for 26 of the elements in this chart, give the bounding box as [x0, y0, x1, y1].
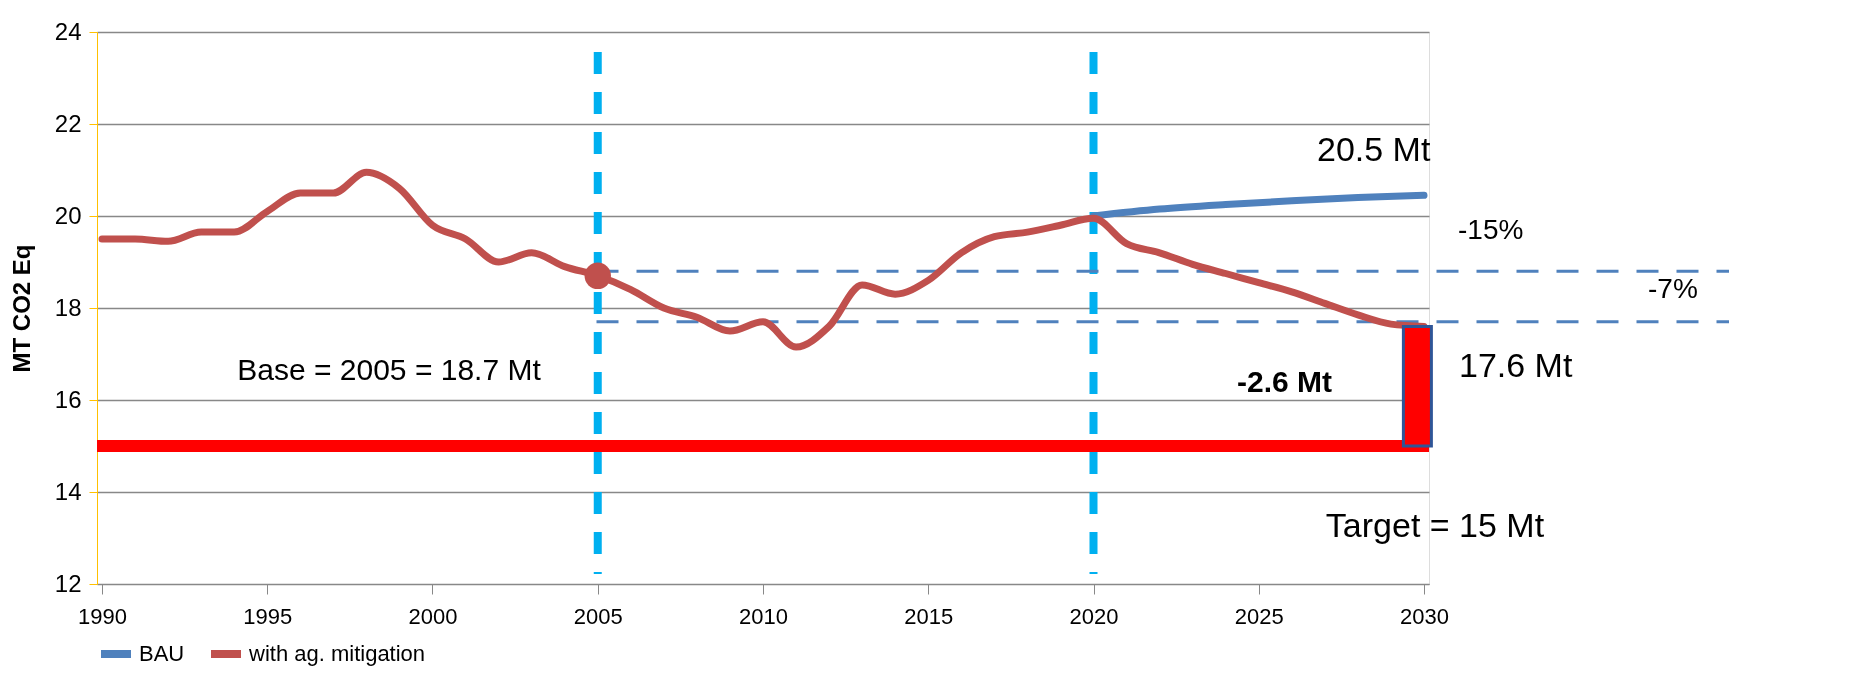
- text: -15%: [1458, 214, 1524, 245]
- y-tick-label: 16: [54, 385, 82, 413]
- y-tick-label: 12: [54, 569, 82, 597]
- y-tick-label: 14: [54, 477, 82, 505]
- y-tick-label: 18: [54, 293, 82, 321]
- legend-label: BAU: [139, 641, 185, 666]
- text: -7%: [1648, 273, 1698, 304]
- y-tick-label: 20: [54, 201, 82, 229]
- x-tick-label: 1995: [243, 603, 293, 629]
- legend-label: with ag. mitigation: [248, 641, 426, 666]
- ref-line-label: Target = 15 Mt: [1325, 506, 1545, 544]
- y-tick-label: 24: [54, 17, 82, 45]
- x-tick-label: 2030: [1400, 603, 1449, 629]
- y-axis-title: MT CO2 Eq: [7, 244, 35, 373]
- y-tick-label: 22: [54, 109, 82, 137]
- x-tick-label: 2005: [573, 603, 623, 629]
- annotation: 17.6 Mt: [1459, 346, 1573, 385]
- annotation: Base = 2005 = 18.7 Mt: [237, 353, 542, 386]
- annotation: 20.5 Mt: [1317, 130, 1431, 169]
- x-tick-label: 1990: [78, 603, 127, 629]
- x-tick-label: 2025: [1234, 603, 1284, 629]
- x-tick-label: 2020: [1069, 603, 1119, 629]
- annotation: -2.6 Mt: [1236, 365, 1332, 398]
- x-tick-label: 2010: [739, 603, 788, 629]
- x-tick-label: 2015: [904, 603, 954, 629]
- x-tick-label: 2000: [408, 603, 458, 629]
